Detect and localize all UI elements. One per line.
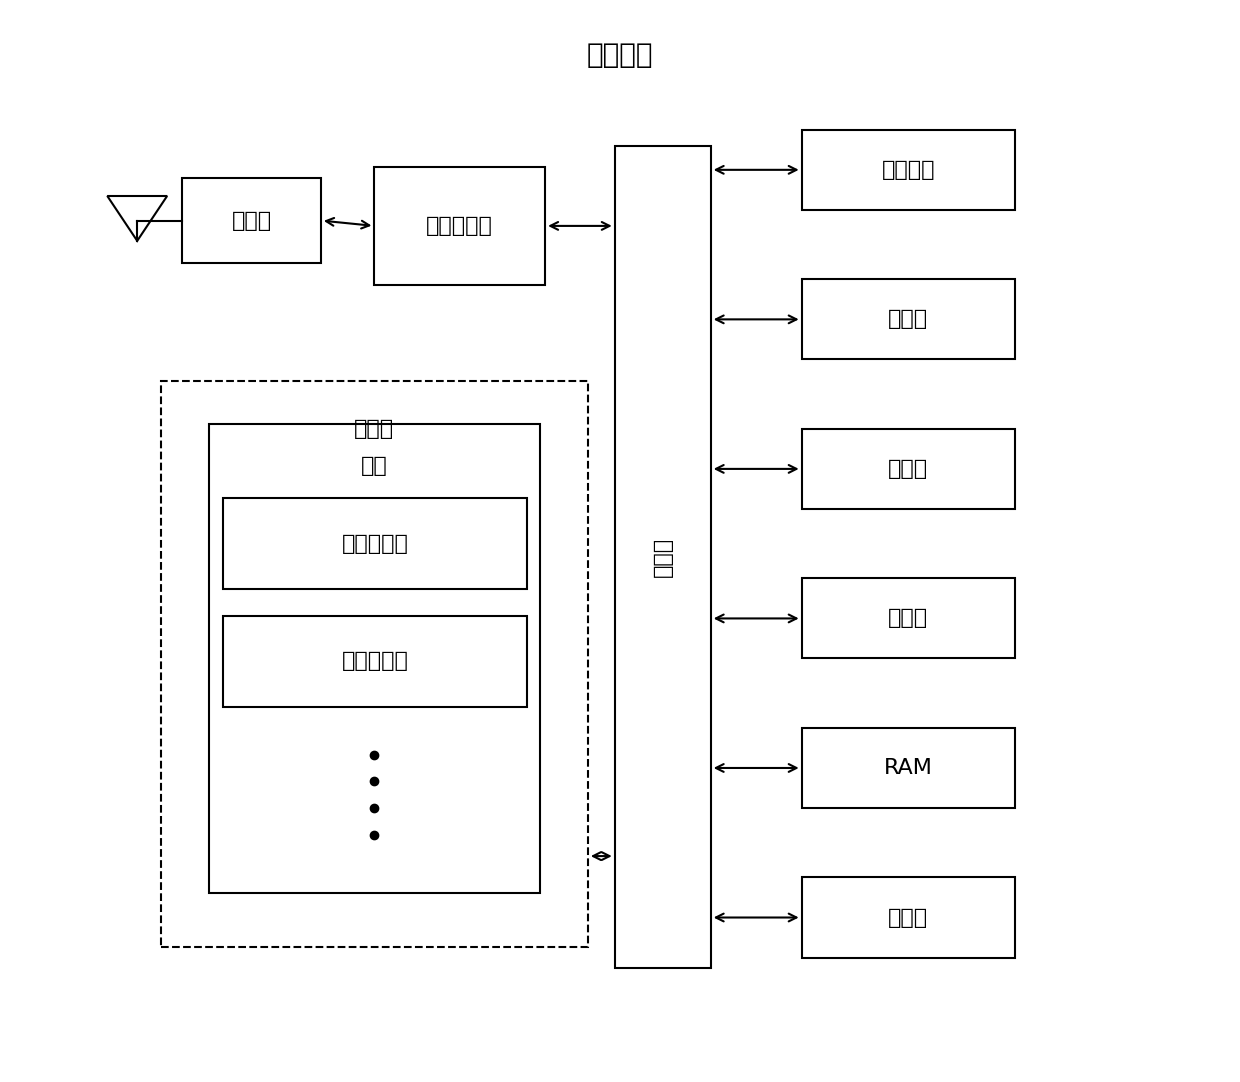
Text: RAM: RAM — [884, 758, 932, 778]
Text: 程序: 程序 — [361, 457, 388, 476]
Bar — [615, 146, 711, 968]
Bar — [182, 177, 321, 263]
Text: 扬声器: 扬声器 — [888, 459, 929, 479]
Text: 电子设备: 电子设备 — [587, 41, 653, 69]
Text: 信号处理器: 信号处理器 — [427, 216, 494, 236]
Bar — [801, 878, 1016, 958]
Bar — [223, 499, 527, 589]
Bar — [223, 616, 527, 707]
Bar — [801, 428, 1016, 509]
Bar — [801, 279, 1016, 359]
Bar — [801, 579, 1016, 659]
Text: 摄像模组: 摄像模组 — [882, 160, 935, 180]
Text: 注视点设置: 注视点设置 — [341, 651, 408, 671]
Bar — [801, 130, 1016, 210]
Text: 显示屏: 显示屏 — [888, 309, 929, 329]
Text: 麦克风: 麦克风 — [888, 608, 929, 629]
Text: 存储器: 存储器 — [355, 419, 394, 439]
Bar — [161, 381, 588, 947]
Bar — [374, 167, 546, 285]
Bar — [801, 728, 1016, 808]
Text: 收发器: 收发器 — [232, 211, 272, 230]
Text: 传感器: 传感器 — [888, 908, 929, 927]
Text: 处理器: 处理器 — [652, 537, 673, 577]
Text: 注视点确定: 注视点确定 — [341, 533, 408, 554]
Bar — [208, 423, 539, 894]
